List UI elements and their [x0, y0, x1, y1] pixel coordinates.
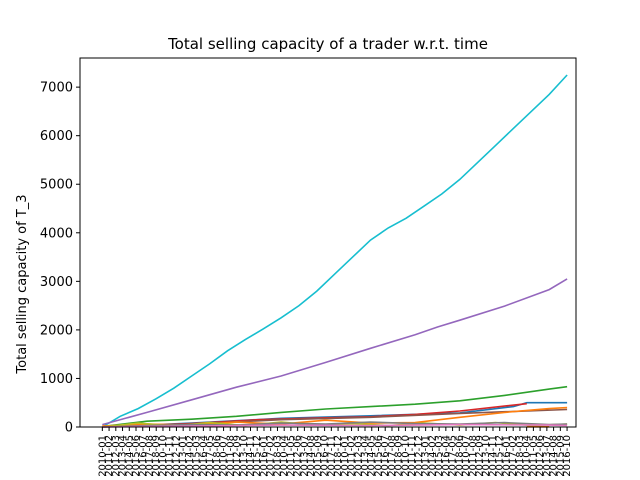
- x-tick-label: 2012-09: [232, 435, 243, 477]
- y-tick-label: 7000: [40, 81, 73, 96]
- x-tick-label: 2014-08: [306, 435, 317, 477]
- x-tick-label: 2017-02: [266, 435, 277, 477]
- x-tick-label: 2013-07: [542, 435, 553, 477]
- x-tick-label: 2010-10: [400, 435, 411, 477]
- x-tick-label: 2012-06: [535, 435, 546, 477]
- x-tick-label: 2014-11: [488, 435, 499, 477]
- x-tick-label: 2016-04: [441, 435, 452, 477]
- x-tick-label: 2018-03: [515, 435, 526, 477]
- x-tick-label: 2017-08: [144, 435, 155, 477]
- x-tick-label: 2010-07: [461, 435, 472, 477]
- x-tick-label: 2011-05: [528, 435, 539, 477]
- x-tick-label: 2010-01: [340, 435, 351, 477]
- x-ticks: 2010-012011-022012-032013-042014-052015-…: [97, 427, 573, 477]
- series-line-purple: [102, 278, 568, 426]
- x-tick-label: 2015-03: [192, 435, 203, 477]
- x-tick-label: 2015-06: [373, 435, 384, 477]
- x-tick-label: 2014-11: [246, 435, 257, 477]
- x-tick-label: 2018-03: [272, 435, 283, 477]
- series-line-cyan: [101, 74, 568, 428]
- x-tick-label: 2013-10: [481, 435, 492, 477]
- x-tick-label: 2017-11: [326, 435, 337, 477]
- x-tick-label: 2011-02: [104, 435, 115, 477]
- series-line-pink: [102, 423, 568, 428]
- x-tick-label: 2010-04: [279, 435, 290, 477]
- y-tick-label: 6000: [40, 129, 73, 144]
- y-tick-label: 3000: [40, 275, 73, 290]
- x-tick-label: 2015-12: [252, 435, 263, 477]
- y-tick-label: 2000: [40, 323, 73, 338]
- x-tick-label: 2011-11: [407, 435, 418, 477]
- x-tick-label: 2016-07: [138, 435, 149, 477]
- x-tick-label: 2010-04: [522, 435, 533, 477]
- x-tick-label: 2012-12: [414, 435, 425, 477]
- y-tick-label: 5000: [40, 178, 73, 193]
- x-tick-label: 2011-02: [347, 435, 358, 477]
- x-tick-label: 2015-03: [434, 435, 445, 477]
- x-tick-label: 2011-05: [286, 435, 297, 477]
- x-tick-label: 2012-03: [111, 435, 122, 477]
- x-tick-label: 2013-04: [118, 435, 129, 477]
- series-line-green: [102, 385, 568, 428]
- x-tick-label: 2015-09: [555, 435, 566, 477]
- plot-frame: [79, 57, 577, 428]
- x-tick-label: 2014-02: [185, 435, 196, 477]
- x-tick-label: 2017-08: [387, 435, 398, 477]
- x-tick-label: 2016-04: [198, 435, 209, 477]
- x-tick-label: 2018-12: [333, 435, 344, 477]
- x-tick-label: 2012-03: [353, 435, 364, 477]
- y-tick-label: 0: [65, 421, 73, 436]
- x-tick-label: 2016-01: [259, 435, 270, 477]
- y-axis-label: Total selling capacity of T_3: [15, 194, 30, 374]
- x-tick-label: 2014-05: [367, 435, 378, 477]
- x-tick-label: 2017-05: [205, 435, 216, 477]
- x-tick-label: 2011-11: [165, 435, 176, 477]
- x-tick-label: 2017-02: [508, 435, 519, 477]
- x-tick-label: 2013-01: [421, 435, 432, 477]
- x-tick-label: 2011-08: [225, 435, 236, 477]
- x-tick-label: 2013-10: [239, 435, 250, 477]
- x-tick-label: 2013-01: [178, 435, 189, 477]
- x-tick-label: 2014-08: [549, 435, 560, 477]
- x-tick-label: 2015-06: [131, 435, 142, 477]
- x-tick-label: 2016-01: [501, 435, 512, 477]
- series-layer: [101, 74, 568, 428]
- y-tick-label: 4000: [40, 226, 73, 241]
- x-tick-label: 2013-04: [360, 435, 371, 477]
- x-tick-label: 2018-09: [151, 435, 162, 477]
- x-tick-label: 2017-05: [448, 435, 459, 477]
- y-ticks: 0 1000 2000 3000 4000 5000 6000 7000: [40, 81, 80, 436]
- x-tick-label: 2018-06: [454, 435, 465, 477]
- x-tick-label: 2015-09: [313, 435, 324, 477]
- x-tick-label: 2016-10: [562, 435, 573, 477]
- x-tick-label: 2016-10: [320, 435, 331, 477]
- x-tick-label: 2015-12: [495, 435, 506, 477]
- x-tick-label: 2018-09: [394, 435, 405, 477]
- x-tick-label: 2014-05: [124, 435, 135, 477]
- chart-title: Total selling capacity of a trader w.r.t…: [167, 35, 488, 53]
- x-tick-label: 2013-07: [299, 435, 310, 477]
- x-tick-label: 2018-06: [212, 435, 223, 477]
- x-tick-label: 2010-10: [158, 435, 169, 477]
- y-tick-label: 1000: [40, 372, 73, 387]
- series-line-gray: [102, 421, 568, 428]
- x-tick-label: 2010-01: [97, 435, 108, 477]
- x-tick-label: 2012-09: [475, 435, 486, 477]
- x-tick-label: 2016-07: [380, 435, 391, 477]
- x-tick-label: 2012-12: [171, 435, 182, 477]
- x-tick-label: 2012-06: [293, 435, 304, 477]
- x-tick-label: 2010-07: [219, 435, 230, 477]
- x-tick-label: 2011-08: [468, 435, 479, 477]
- x-tick-label: 2014-02: [427, 435, 438, 477]
